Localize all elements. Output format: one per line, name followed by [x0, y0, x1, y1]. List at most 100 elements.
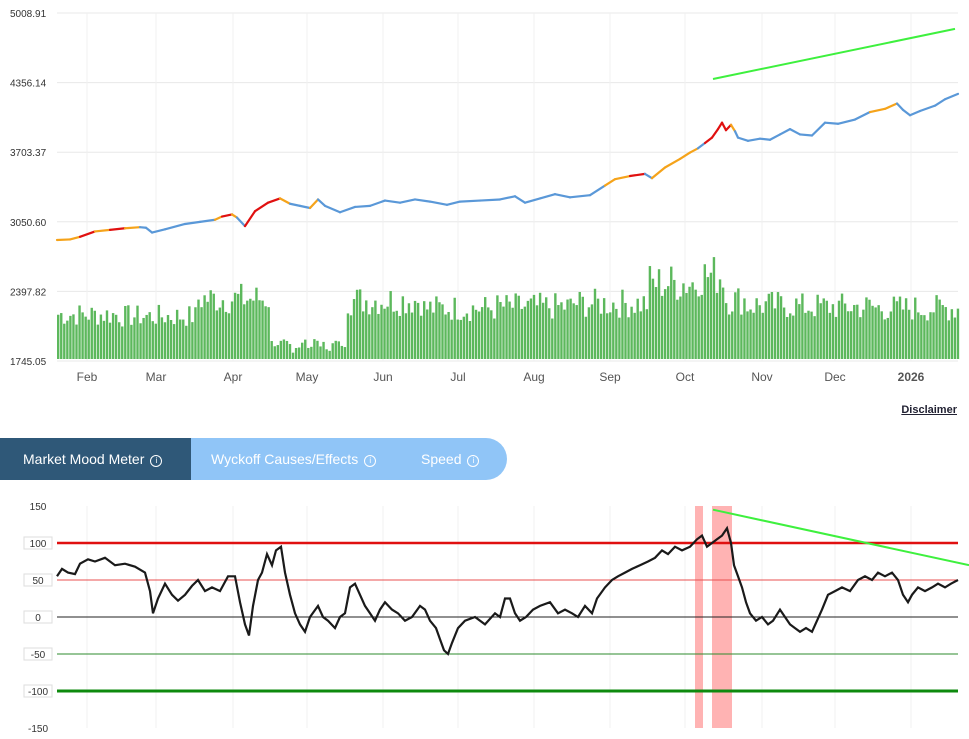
volume-bar	[194, 307, 197, 359]
volume-bar	[416, 302, 420, 359]
volume-bar	[401, 296, 405, 359]
volume-bar	[96, 324, 100, 359]
price-segment	[338, 205, 357, 214]
mood-y-axis: 150 100 50 0 -50 -100 -150	[23, 500, 53, 735]
volume-bar	[560, 302, 563, 359]
price-segment	[746, 137, 762, 142]
volume-bar	[804, 312, 807, 359]
y-tick-label: 0	[35, 613, 41, 624]
x-tick-label: Sep	[599, 370, 621, 384]
price-segment	[836, 118, 857, 125]
price-segment	[55, 238, 72, 242]
price-segment	[688, 147, 700, 154]
volume-bar	[200, 307, 203, 359]
volume-bar	[224, 311, 228, 359]
volume-bar	[520, 308, 523, 359]
volume-bar	[834, 316, 838, 359]
volume-bar	[72, 314, 75, 359]
volume-bar	[63, 323, 66, 359]
volume-bar	[819, 303, 822, 359]
volume-bar	[862, 309, 865, 359]
price-segment	[144, 226, 154, 234]
volume-bar	[148, 312, 151, 359]
volume-bar	[514, 293, 517, 359]
volume-bar	[642, 296, 645, 359]
volume-bar	[230, 301, 234, 359]
price-segment	[650, 166, 667, 180]
volume-bar	[249, 298, 252, 359]
volume-bar	[456, 319, 459, 359]
volume-bar	[584, 316, 588, 359]
price-segment	[778, 128, 792, 136]
volume-bar	[935, 295, 938, 359]
volume-bar	[496, 295, 499, 359]
volume-bar	[166, 315, 170, 359]
volume-bar	[660, 295, 664, 359]
volume-bar	[764, 301, 767, 359]
mood-meter-chart: 150 100 50 0 -50 -100 -150	[23, 500, 969, 735]
volume-bar	[105, 310, 109, 359]
volume-bar	[285, 340, 289, 359]
volume-bar	[511, 307, 514, 359]
info-icon[interactable]: i	[364, 455, 377, 467]
volume-bar	[688, 286, 691, 359]
volume-bar	[886, 317, 889, 359]
y-tick-box	[23, 647, 53, 661]
price-segment	[383, 199, 402, 204]
volume-bar	[130, 324, 133, 359]
volume-bar	[770, 291, 774, 359]
volume-bar	[846, 311, 850, 359]
x-tick-label: Mar	[146, 370, 167, 384]
volume-bar	[90, 307, 93, 359]
volume-bar	[157, 304, 161, 359]
volume-bar	[853, 304, 856, 359]
price-segment	[868, 107, 887, 114]
volume-bar	[78, 305, 81, 359]
volume-bar	[612, 302, 615, 359]
x-tick-label: Jun	[373, 370, 392, 384]
volume-bar	[901, 309, 905, 359]
volume-bar	[75, 324, 78, 359]
price-segment	[353, 204, 372, 209]
volume-bar	[197, 299, 200, 359]
price-y-axis: 5008.91 4356.14 3703.37 3050.60 2397.82 1745.…	[10, 9, 47, 368]
volume-bar	[581, 296, 584, 359]
volume-bar	[606, 313, 609, 359]
price-segment	[603, 178, 617, 187]
volume-bar	[87, 319, 90, 359]
volume-bar	[264, 306, 267, 359]
volume-bar	[273, 346, 276, 359]
indicator-tabs: Market Mood Meter i Wyckoff Causes/Effect…	[0, 438, 507, 480]
volume-bar	[505, 295, 508, 359]
volume-bar	[423, 301, 426, 359]
volume-bar	[874, 307, 877, 359]
volume-bar	[639, 311, 642, 359]
volume-bar	[840, 293, 844, 359]
volume-bar	[121, 326, 124, 359]
y-tick-label: 100	[30, 539, 47, 550]
tab-wyckoff-causes-effects[interactable]: Wyckoff Causes/Effects i	[211, 438, 377, 480]
tab-market-mood-meter[interactable]: Market Mood Meter i	[0, 438, 191, 480]
volume-bar	[139, 323, 142, 359]
volume-bar	[923, 315, 926, 359]
price-segment	[613, 174, 632, 181]
x-tick-label: Nov	[751, 370, 772, 384]
volume-bar	[904, 298, 908, 359]
tab-speed[interactable]: Speed i	[421, 438, 480, 480]
y-tick-label: 150	[30, 502, 47, 513]
volume-bar	[435, 296, 438, 359]
volume-bar	[444, 314, 447, 359]
volume-bar	[563, 309, 566, 359]
info-icon[interactable]: i	[150, 455, 163, 467]
info-icon[interactable]: i	[467, 455, 480, 467]
volume-bar	[459, 319, 462, 359]
volume-bar	[209, 290, 212, 359]
volume-bar	[325, 349, 328, 359]
volume-bar	[749, 309, 752, 359]
volume-bar	[801, 293, 804, 359]
volume-bar	[685, 292, 688, 359]
y-tick-box	[23, 684, 53, 698]
volume-bar	[371, 307, 374, 359]
disclaimer-link[interactable]: Disclaimer	[901, 404, 957, 416]
volume-bar	[81, 312, 84, 359]
